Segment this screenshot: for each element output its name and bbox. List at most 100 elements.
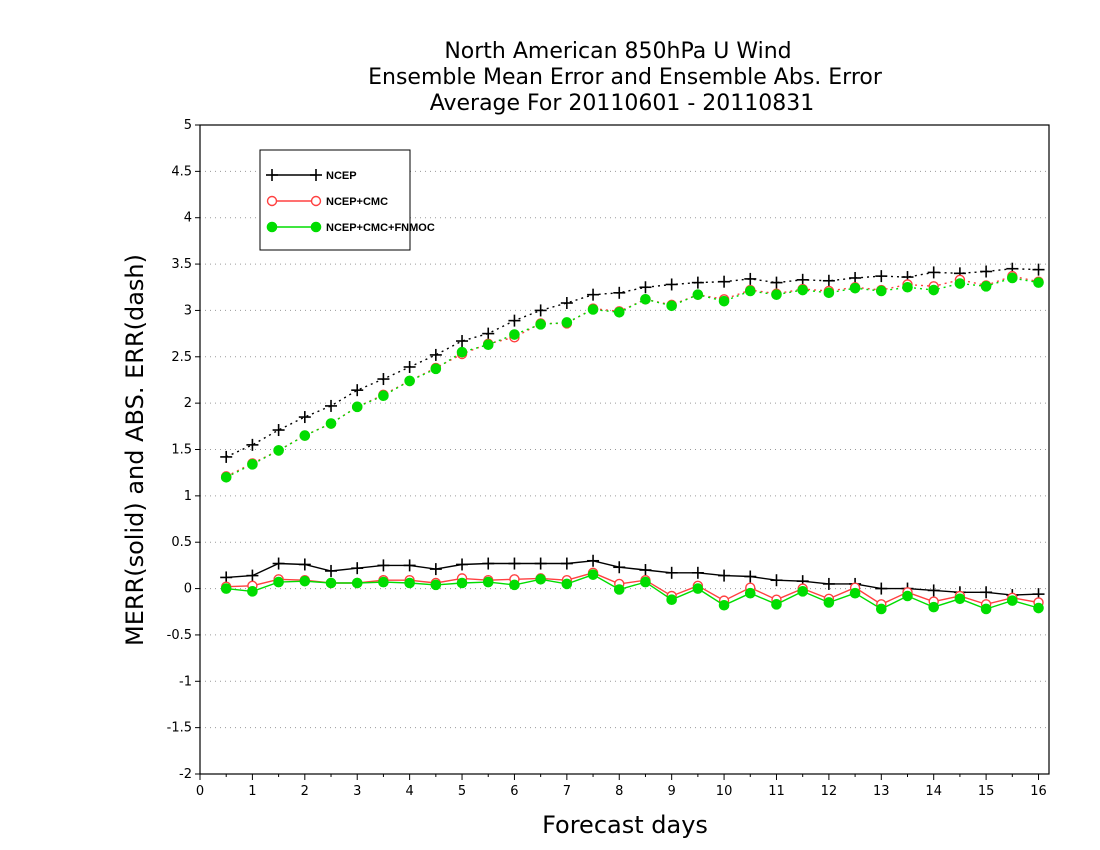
point-ncep-cmc-fnmoc-abs-err [692,289,704,300]
x-tick-label: 4 [405,784,413,799]
point-ncep-merr [665,566,678,579]
point-ncep-cmc-fnmoc-abs-err [351,401,363,413]
legend-marker-ncep-cmc [266,195,278,207]
point-ncep-cmc-fnmoc-merr [771,599,782,610]
point-ncep-abs-err [796,273,809,286]
point-ncep-cmc-fnmoc-merr [430,579,442,591]
point-ncep-merr [927,584,940,597]
point-ncep-cmc-fnmoc-merr [1007,595,1018,606]
point-ncep-abs-err [1032,263,1045,276]
point-ncep-cmc-fnmoc-merr [797,586,808,597]
point-ncep-cmc-fnmoc-merr [849,587,861,599]
point-ncep-cmc-fnmoc-abs-err [902,281,913,293]
point-ncep-merr [403,559,416,572]
point-ncep-merr [220,571,233,584]
point-ncep-merr [822,577,835,590]
point-ncep-abs-err [822,274,835,287]
legend-label-ncep-cmc: NCEP+CMC [326,196,388,208]
y-tick-label: 0 [184,582,192,597]
point-ncep-cmc-fnmoc-merr [954,593,966,605]
legend-label-ncep: NCEP [326,170,357,182]
point-ncep-abs-err [220,450,233,463]
y-tick-label: -0.5 [167,628,192,643]
point-ncep-cmc-fnmoc-merr [692,583,704,594]
point-ncep-cmc-fnmoc-merr [535,574,546,585]
point-ncep-merr [980,586,993,599]
point-ncep-merr [351,562,364,575]
line-ncep-abs-err [225,267,1039,458]
y-tick-label: 5 [184,118,192,133]
x-tick-label: 16 [1030,784,1047,799]
point-ncep-abs-err [691,276,704,289]
point-ncep-cmc-fnmoc-merr [456,577,468,589]
x-tick-label: 2 [301,784,309,799]
point-ncep-cmc-fnmoc-merr [561,578,573,590]
point-ncep-cmc-fnmoc-abs-err [980,281,992,292]
point-ncep-merr [482,557,495,570]
point-ncep-cmc-fnmoc-abs-err [849,282,861,294]
chart-title-line-1: North American 850hPa U Wind [444,39,791,64]
point-ncep-abs-err [718,275,731,288]
point-ncep-cmc-fnmoc-abs-err [561,317,573,328]
x-tick-label: 0 [196,784,204,799]
point-ncep-cmc-fnmoc-merr [587,569,599,580]
point-ncep-cmc-fnmoc-abs-err [1033,277,1044,288]
point-ncep-cmc-fnmoc-merr [273,576,284,588]
y-tick-label: -2 [179,767,192,782]
point-ncep-cmc-fnmoc-merr [718,599,730,611]
point-ncep-cmc-fnmoc-merr [640,576,651,588]
line-ncep-cmc-fnmoc-merr [226,573,1039,610]
point-ncep-merr [639,564,652,577]
point-ncep-abs-err [456,335,469,348]
legend: NCEP NCEP+CMC NCEP+CMC+FNMOC [259,149,435,251]
point-ncep-cmc-fnmoc-abs-err [325,418,337,429]
point-ncep-cmc-fnmoc-merr [351,577,363,589]
point-ncep-cmc-fnmoc-merr [928,601,940,613]
line-ncep-cmc-fnmoc-abs-err [225,277,1039,478]
point-ncep-abs-err [403,360,416,373]
point-ncep-cmc-fnmoc-abs-err [456,346,468,358]
x-tick-label: 10 [716,784,733,799]
point-ncep-merr [744,570,757,583]
point-ncep-abs-err [980,265,993,278]
point-ncep-abs-err [770,276,783,289]
point-ncep-cmc-fnmoc-abs-err [247,459,258,470]
point-ncep-cmc-fnmoc-abs-err [378,390,389,402]
point-ncep-abs-err [849,271,862,284]
series-ncep [220,262,1045,602]
point-ncep-abs-err [325,399,338,412]
point-ncep-merr [246,569,259,582]
point-ncep-cmc-fnmoc-merr [823,597,835,608]
y-tick-label: 2 [184,396,192,411]
point-ncep-cmc-fnmoc-merr [875,603,887,615]
legend-label-ncep-cmc-fnmoc: NCEP+CMC+FNMOC [326,222,435,234]
point-ncep-cmc-fnmoc-merr [247,586,258,597]
point-ncep-merr [613,561,626,574]
y-tick-label: 4.5 [171,164,192,179]
point-ncep-merr [875,582,888,595]
point-ncep-cmc-fnmoc-abs-err [928,284,940,296]
point-ncep-abs-err [927,266,940,279]
point-ncep-abs-err [246,438,259,451]
legend-marker-ncep [266,169,278,181]
point-ncep-abs-err [613,286,626,299]
point-ncep-abs-err [587,288,600,301]
point-ncep-cmc-fnmoc-abs-err [535,319,546,330]
point-ncep-merr [587,554,600,567]
point-ncep-cmc-fnmoc-abs-err [718,295,730,307]
y-axis-label: MERR(solid) and ABS. ERR(dash) [121,254,149,646]
point-ncep-cmc-fnmoc-abs-err [954,278,966,289]
point-ncep-merr [508,557,521,570]
point-ncep-cmc-fnmoc-merr [404,577,415,589]
point-ncep-cmc-fnmoc-abs-err [220,472,232,483]
x-tick-label: 7 [563,784,571,799]
legend-marker-ncep [310,169,322,181]
point-ncep-merr [718,569,731,582]
point-ncep-cmc-fnmoc-merr [666,594,677,605]
x-tick-label: 14 [925,784,942,799]
y-tick-label: 4 [184,211,192,226]
y-tick-label: 3 [184,303,192,318]
x-tick-label: 5 [458,784,466,799]
point-ncep-merr [298,558,311,571]
y-tick-label: 0.5 [171,535,192,550]
